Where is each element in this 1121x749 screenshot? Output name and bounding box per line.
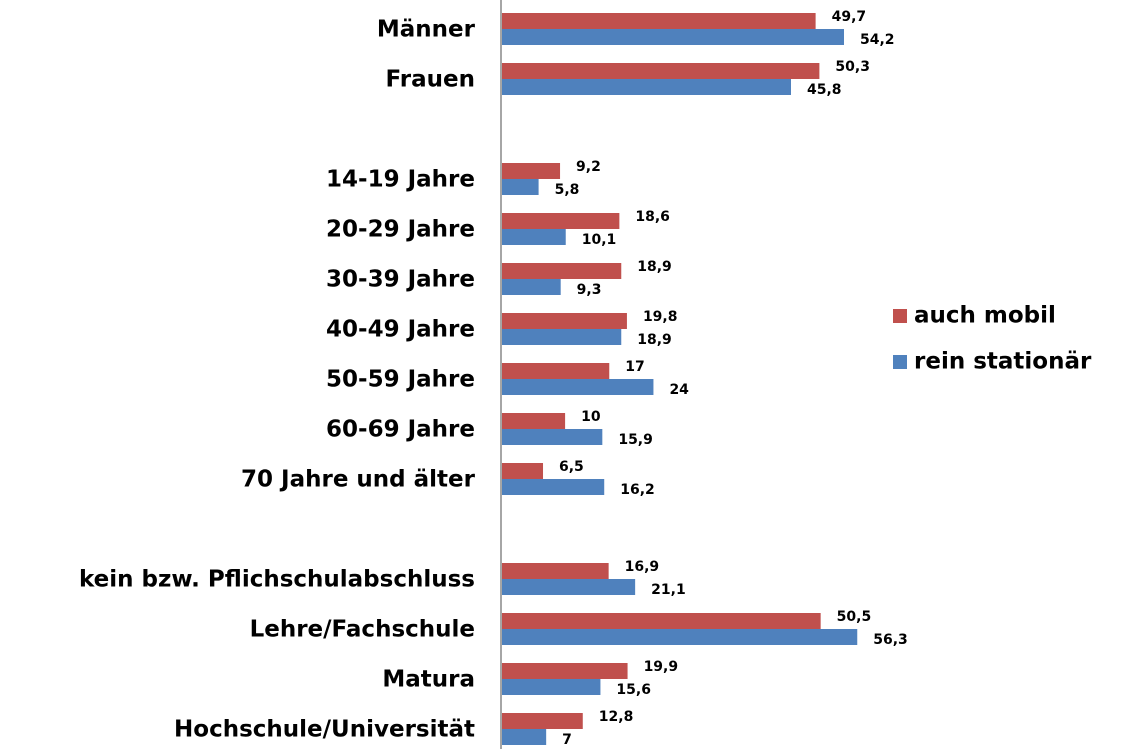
value-label: 10,1 <box>582 232 617 248</box>
category-label: 70 Jahre und älter <box>241 467 476 493</box>
category-label: 40-49 Jahre <box>326 317 475 343</box>
bar <box>502 213 620 229</box>
legend-label: auch mobil <box>914 303 1056 329</box>
bar <box>502 379 654 395</box>
value-label: 15,9 <box>618 432 653 448</box>
value-label: 18,9 <box>637 259 672 275</box>
value-label: 15,6 <box>616 682 651 698</box>
value-label: 18,6 <box>635 209 670 225</box>
bar <box>502 279 561 295</box>
category-label: Matura <box>382 667 475 693</box>
legend-swatch <box>893 355 907 369</box>
category-label: 30-39 Jahre <box>326 267 475 293</box>
value-label: 45,8 <box>807 82 842 98</box>
category-label: Lehre/Fachschule <box>250 617 475 643</box>
value-label: 50,3 <box>835 59 870 75</box>
bar <box>502 329 622 345</box>
bar <box>502 713 583 729</box>
bar <box>502 413 566 429</box>
value-label: 16,2 <box>620 482 655 498</box>
value-label: 12,8 <box>599 709 634 725</box>
value-label: 18,9 <box>637 332 672 348</box>
bar <box>502 479 605 495</box>
bar <box>502 429 603 445</box>
value-label: 17 <box>625 359 644 375</box>
value-label: 56,3 <box>873 632 908 648</box>
value-label: 5,8 <box>555 182 580 198</box>
bar <box>502 679 601 695</box>
bar <box>502 263 622 279</box>
category-label: Hochschule/Universität <box>174 717 475 743</box>
bar <box>502 79 791 95</box>
legend-label: rein stationär <box>914 349 1092 375</box>
bar <box>502 63 820 79</box>
bar <box>502 313 627 329</box>
value-label: 21,1 <box>651 582 686 598</box>
category-label: 50-59 Jahre <box>326 367 475 393</box>
value-label: 49,7 <box>832 9 867 25</box>
bar <box>502 13 816 29</box>
value-label: 50,5 <box>837 609 872 625</box>
value-label: 24 <box>669 382 689 398</box>
category-label: Männer <box>377 17 476 43</box>
category-label: kein bzw. Pflichschulabschluss <box>79 567 475 593</box>
bar <box>502 563 609 579</box>
value-label: 9,3 <box>577 282 602 298</box>
bar <box>502 579 636 595</box>
bar <box>502 29 845 45</box>
category-label: 20-29 Jahre <box>326 217 475 243</box>
category-label: Frauen <box>386 67 475 93</box>
category-label: 14-19 Jahre <box>326 167 475 193</box>
bar <box>502 179 539 195</box>
value-label: 19,9 <box>644 659 679 675</box>
category-label: 60-69 Jahre <box>326 417 475 443</box>
value-label: 19,8 <box>643 309 678 325</box>
bar <box>502 663 628 679</box>
value-label: 6,5 <box>559 459 584 475</box>
bar <box>502 463 544 479</box>
value-label: 54,2 <box>860 32 895 48</box>
value-label: 7 <box>562 732 572 748</box>
bar <box>502 729 547 745</box>
value-label: 16,9 <box>625 559 660 575</box>
bar <box>502 363 610 379</box>
bar <box>502 613 821 629</box>
bar <box>502 629 858 645</box>
bar <box>502 163 561 179</box>
legend-swatch <box>893 309 907 323</box>
value-label: 10 <box>581 409 601 425</box>
value-label: 9,2 <box>576 159 601 175</box>
bar <box>502 229 566 245</box>
